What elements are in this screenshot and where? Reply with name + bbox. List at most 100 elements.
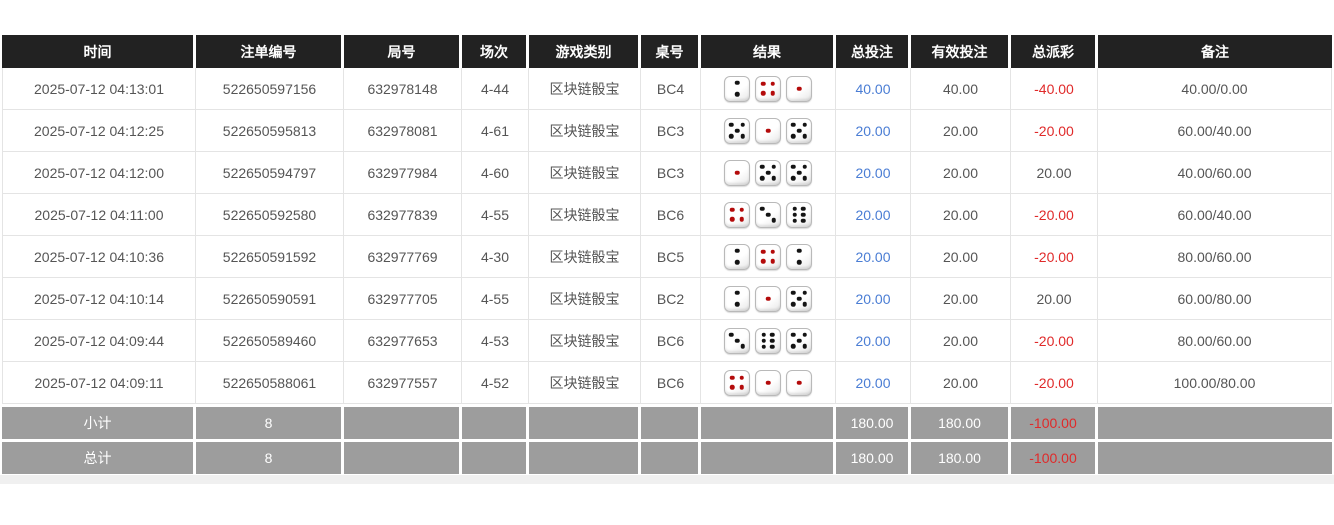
die-pip (761, 338, 767, 343)
cell-game-type: 区块链骰宝 (529, 278, 641, 320)
cell-total-payout: -20.00 (1011, 110, 1098, 152)
cell-total-bet[interactable]: 20.00 (836, 236, 911, 278)
cell-remark: 40.00/0.00 (1098, 68, 1332, 110)
die-pip (739, 207, 745, 212)
bet-history-table: 时间 注单编号 局号 场次 游戏类别 桌号 结果 总投注 有效投注 总派彩 备注… (2, 35, 1332, 474)
table-row: 2025-07-12 04:09:11 522650588061 6329775… (2, 362, 1332, 404)
cell-time: 2025-07-12 04:12:00 (2, 152, 196, 194)
die-pip (729, 133, 734, 139)
cell-round-id: 632977705 (344, 278, 462, 320)
cell-total-bet[interactable]: 20.00 (836, 362, 911, 404)
cell-table-no: BC5 (641, 236, 701, 278)
cell-total-bet[interactable]: 20.00 (836, 278, 911, 320)
table-row: 2025-07-12 04:11:00 522650592580 6329778… (2, 194, 1332, 236)
die-pip (760, 259, 766, 264)
die-pip (760, 81, 766, 86)
die-pip (765, 128, 771, 133)
cell-bet-id: 522650594797 (196, 152, 344, 194)
die-pip (792, 212, 798, 217)
col-game-type: 游戏类别 (529, 35, 641, 68)
die-pip (791, 164, 796, 170)
die-pip (800, 212, 806, 217)
col-bet-id: 注单编号 (196, 35, 344, 68)
grand-total-total-bet: 180.00 (836, 439, 911, 474)
cell-bet-id: 522650588061 (196, 362, 344, 404)
dice-result (707, 75, 829, 102)
die-pip (729, 332, 734, 338)
die-pip (765, 380, 771, 385)
die-3-icon (755, 201, 781, 228)
die-pip (739, 385, 745, 390)
cell-table-no: BC6 (641, 194, 701, 236)
die-pip (760, 175, 765, 181)
die-pip (729, 207, 735, 212)
die-6-icon (786, 201, 812, 228)
cell-remark: 60.00/40.00 (1098, 194, 1332, 236)
die-pip (734, 301, 740, 307)
cell-round-id: 632978081 (344, 110, 462, 152)
table-header: 时间 注单编号 局号 场次 游戏类别 桌号 结果 总投注 有效投注 总派彩 备注 (2, 35, 1332, 68)
cell-valid-bet: 20.00 (911, 320, 1011, 362)
table-row: 2025-07-12 04:13:01 522650597156 6329781… (2, 68, 1332, 110)
cell-valid-bet: 20.00 (911, 362, 1011, 404)
cell-table-no: BC4 (641, 68, 701, 110)
cell-total-bet[interactable]: 40.00 (836, 68, 911, 110)
grand-total-count: 8 (196, 439, 344, 474)
cell-game-type: 区块链骰宝 (529, 236, 641, 278)
die-pip (796, 296, 802, 301)
die-pip (760, 206, 765, 212)
die-pip (770, 81, 776, 86)
cell-total-bet[interactable]: 20.00 (836, 320, 911, 362)
die-pip (796, 338, 802, 343)
die-pip (734, 248, 740, 254)
die-1-icon (755, 285, 781, 312)
col-remark: 备注 (1098, 35, 1332, 68)
die-pip (791, 332, 796, 338)
cell-result (701, 320, 836, 362)
die-pip (770, 249, 776, 254)
subtotal-label: 小计 (2, 404, 196, 439)
cell-bet-id: 522650597156 (196, 68, 344, 110)
cell-total-bet[interactable]: 20.00 (836, 194, 911, 236)
die-pip (729, 375, 735, 380)
die-pip (760, 164, 765, 170)
dice-result (707, 201, 829, 228)
die-pip (739, 217, 745, 222)
col-table-no: 桌号 (641, 35, 701, 68)
die-pip (802, 301, 807, 307)
cell-session: 4-55 (462, 278, 529, 320)
grand-total-empty-round (344, 439, 462, 474)
die-pip (796, 259, 802, 265)
grand-total-total-payout: -100.00 (1011, 439, 1098, 474)
die-2-icon (724, 243, 750, 270)
subtotal-empty-round (344, 404, 462, 439)
cell-result (701, 68, 836, 110)
cell-remark: 80.00/60.00 (1098, 320, 1332, 362)
die-pip (734, 91, 740, 97)
die-pip (802, 133, 807, 139)
die-pip (796, 86, 802, 91)
die-6-icon (755, 327, 781, 354)
cell-game-type: 区块链骰宝 (529, 110, 641, 152)
col-valid-bet: 有效投注 (911, 35, 1011, 68)
cell-time: 2025-07-12 04:12:25 (2, 110, 196, 152)
die-pip (761, 332, 767, 337)
cell-total-payout: 20.00 (1011, 152, 1098, 194)
cell-session: 4-53 (462, 320, 529, 362)
cell-total-bet[interactable]: 20.00 (836, 152, 911, 194)
die-pip (802, 175, 807, 181)
cell-remark: 60.00/80.00 (1098, 278, 1332, 320)
cell-game-type: 区块链骰宝 (529, 362, 641, 404)
subtotal-empty-remark (1098, 404, 1332, 439)
die-pip (769, 344, 775, 349)
grand-total-label: 总计 (2, 439, 196, 474)
header-row: 时间 注单编号 局号 场次 游戏类别 桌号 结果 总投注 有效投注 总派彩 备注 (2, 35, 1332, 68)
table-body: 2025-07-12 04:13:01 522650597156 6329781… (2, 68, 1332, 404)
die-2-icon (724, 285, 750, 312)
cell-total-bet[interactable]: 20.00 (836, 110, 911, 152)
cell-round-id: 632978148 (344, 68, 462, 110)
dice-result (707, 327, 829, 354)
table-footer: 小计 8 180.00 180.00 -100.00 总计 8 (2, 404, 1332, 474)
die-pip (740, 343, 745, 349)
grand-total-empty-result (701, 439, 836, 474)
